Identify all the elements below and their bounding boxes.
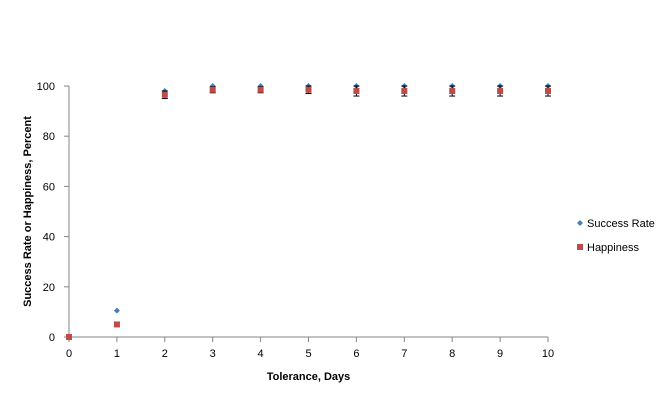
series-happiness <box>66 85 551 340</box>
data-point <box>113 321 120 328</box>
y-tick-label: 40 <box>43 232 55 244</box>
x-tick-label: 2 <box>162 348 168 360</box>
y-tick-label: 20 <box>43 282 55 294</box>
series-success-rate <box>66 83 551 340</box>
data-point <box>161 91 168 98</box>
x-tick-label: 3 <box>210 348 216 360</box>
x-axis-title: Tolerance, Days <box>267 371 351 383</box>
x-tick-label: 7 <box>401 348 407 360</box>
data-point <box>353 88 360 95</box>
y-axis-title: Success Rate or Happiness, Percent <box>22 116 34 307</box>
x-tick-label: 0 <box>66 348 72 360</box>
data-point <box>66 334 72 340</box>
y-tick-label: 80 <box>43 131 55 143</box>
x-tick-label: 5 <box>305 348 311 360</box>
x-tick-label: 8 <box>449 348 455 360</box>
data-point <box>401 88 408 95</box>
y-tick-label: 100 <box>37 81 55 93</box>
x-tick-label: 10 <box>542 348 554 360</box>
x-tick-label: 9 <box>497 348 503 360</box>
data-point <box>305 86 312 93</box>
axes <box>68 86 548 338</box>
y-tick-label: 0 <box>49 332 55 344</box>
y-ticks: 0 20 40 60 80 100 <box>37 81 69 344</box>
x-ticks: 0 1 2 3 4 5 6 7 8 9 10 <box>66 337 554 360</box>
data-point <box>545 88 551 95</box>
legend-marker <box>577 244 583 250</box>
data-point <box>257 86 264 93</box>
legend-marker <box>577 220 583 226</box>
x-tick-label: 4 <box>258 348 264 360</box>
x-tick-label: 6 <box>353 348 359 360</box>
series-layer <box>66 83 551 340</box>
y-tick-label: 60 <box>43 181 55 193</box>
legend-label: Happiness <box>587 242 639 254</box>
data-point <box>209 86 216 93</box>
data-point <box>113 307 120 314</box>
legend-label: Success Rate <box>587 218 655 230</box>
data-point <box>449 88 456 95</box>
legend: Success Rate Happiness <box>577 218 655 254</box>
data-point <box>497 88 504 95</box>
x-tick-label: 1 <box>114 348 120 360</box>
